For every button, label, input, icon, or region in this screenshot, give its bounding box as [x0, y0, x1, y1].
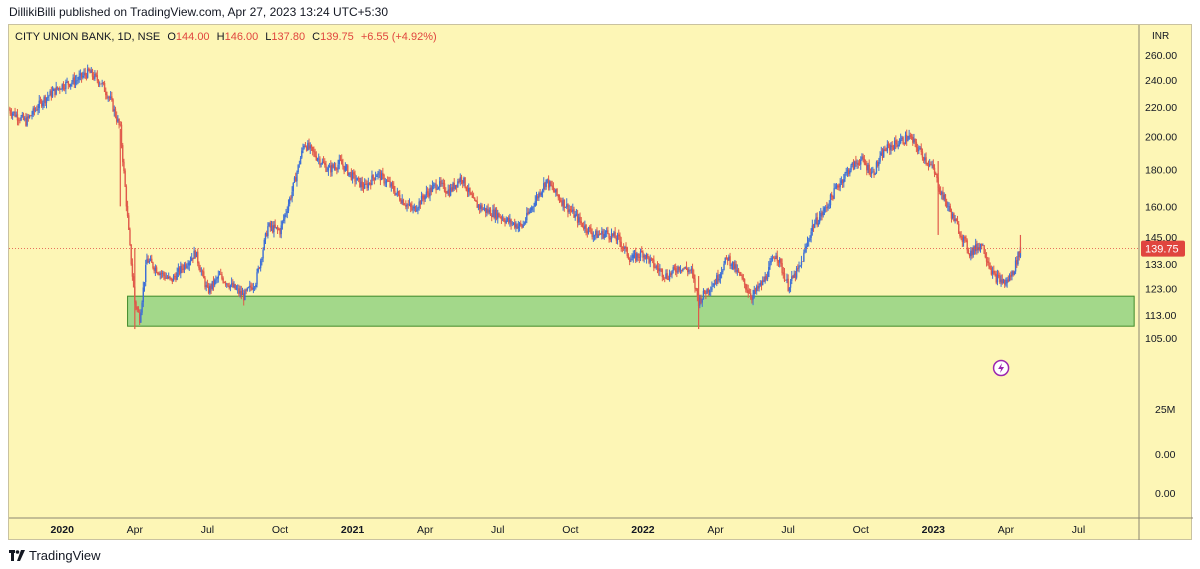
x-tick-label: Apr [127, 524, 144, 536]
close-value: 139.75 [320, 31, 354, 43]
y-tick-label: 220.00 [1145, 102, 1177, 114]
x-tick-label: Oct [853, 524, 869, 536]
x-tick-label: Jul [1072, 524, 1085, 536]
currency-label: INR [1152, 31, 1169, 42]
close-label: C [312, 31, 320, 43]
flash-bolt [998, 363, 1005, 373]
x-tick-label: Oct [562, 524, 578, 536]
x-tick-label: 2023 [922, 524, 946, 536]
tradingview-logo[interactable]: TradingView [9, 548, 101, 563]
last-price-tag [1141, 240, 1185, 257]
y-tick-label: 145.00 [1145, 232, 1177, 244]
y-tick-label: 133.00 [1145, 259, 1177, 271]
open-label: O [167, 31, 176, 43]
x-tick-label: Jul [491, 524, 504, 536]
y-tick-label: 113.00 [1145, 310, 1176, 322]
y-tick-label: 160.00 [1145, 201, 1177, 213]
high-value: 146.00 [225, 31, 259, 43]
y-tick-label: 200.00 [1145, 132, 1177, 144]
y-tick-label: 240.00 [1145, 75, 1177, 87]
price-chart[interactable]: CITY UNION BANK, 1D, NSE O144.00 H146.00… [9, 25, 1193, 541]
x-tick-label: Apr [417, 524, 434, 536]
high-label: H [217, 31, 225, 43]
x-axis[interactable]: 2020 Apr Jul Oct 2021 Apr Jul Oct 2022 Apr Jul Oct 2… [51, 524, 1086, 536]
flash-icon[interactable] [992, 359, 1010, 377]
y-tick-label: 260.00 [1145, 50, 1177, 62]
ohlc-legend: CITY UNION BANK, 1D, NSE O144.00 H146.00… [15, 31, 437, 43]
support-zone-rect [127, 295, 1135, 327]
volume-tick-label: 0.00 [1155, 449, 1176, 461]
brand-name: TradingView [29, 548, 101, 563]
chart-marks: 139.75 [9, 240, 1185, 257]
x-tick-label: Jul [201, 524, 214, 536]
svg-text:CITY UNION BANK, 1D, NSE: CITY UNION BANK, 1D, NSE O144.00 H146.00… [15, 31, 437, 43]
y-axis[interactable]: 260.00 240.00 220.00 200.00 180.00 160.00 145.… [1145, 50, 1177, 345]
volume-axis: 25M 0.00 0.00 [1155, 404, 1176, 500]
x-tick-label: Oct [272, 524, 288, 536]
symbol-label: CITY UNION BANK, 1D, NSE [15, 31, 160, 43]
x-tick-label: Apr [707, 524, 724, 536]
tradingview-icon [9, 549, 25, 561]
low-value: 137.80 [271, 31, 305, 43]
axis-lines [9, 25, 1193, 541]
x-tick-label: Apr [998, 524, 1015, 536]
open-value: 144.00 [176, 31, 210, 43]
x-tick-label: 2022 [631, 524, 655, 536]
y-tick-label: 105.00 [1145, 333, 1177, 345]
volume-tick-label: 25M [1155, 404, 1175, 416]
change-value: +6.55 (+4.92%) [361, 31, 437, 43]
support-zone[interactable] [127, 295, 1135, 327]
published-header: DillikiBilli published on TradingView.co… [0, 0, 1200, 24]
published-text: DillikiBilli published on TradingView.co… [9, 5, 388, 19]
chart-panel[interactable]: CITY UNION BANK, 1D, NSE O144.00 H146.00… [8, 24, 1193, 541]
y-tick-label: 123.00 [1145, 283, 1177, 295]
footer: TradingView [0, 540, 1200, 569]
last-price-label: 139.75 [1145, 244, 1179, 256]
x-tick-label: Jul [781, 524, 794, 536]
x-tick-label: 2021 [341, 524, 365, 536]
y-tick-label: 180.00 [1145, 165, 1177, 177]
volume-tick-label: 0.00 [1155, 488, 1176, 500]
low-label: L [265, 31, 271, 43]
x-tick-label: 2020 [51, 524, 75, 536]
price-series [9, 64, 1022, 330]
